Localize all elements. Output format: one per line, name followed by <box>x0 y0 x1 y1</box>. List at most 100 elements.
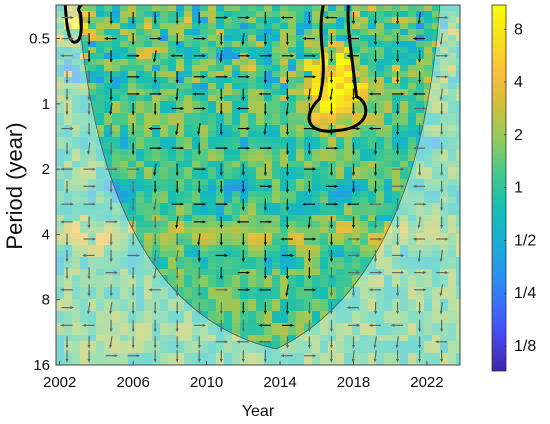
heatmap-cell <box>160 257 169 264</box>
heatmap-cell <box>264 323 273 330</box>
heatmap-cell <box>288 197 297 204</box>
heatmap-cell <box>344 185 353 192</box>
heatmap-cell <box>296 131 305 138</box>
heatmap-cell <box>200 179 209 186</box>
heatmap-cell <box>424 71 433 78</box>
heatmap-cell <box>352 41 361 48</box>
heatmap-cell <box>376 311 385 318</box>
heatmap-cell <box>408 329 417 336</box>
heatmap-cell <box>200 173 209 180</box>
heatmap-cell <box>64 347 73 354</box>
heatmap-cell <box>448 137 457 144</box>
heatmap-cell <box>144 215 153 222</box>
heatmap-cell <box>328 209 337 216</box>
heatmap-cell <box>408 341 417 348</box>
heatmap-cell <box>288 59 297 66</box>
heatmap-cell <box>128 47 137 54</box>
heatmap-cell <box>392 143 401 150</box>
heatmap-cell <box>424 275 433 282</box>
heatmap-cell <box>56 59 65 66</box>
heatmap-cell <box>96 53 105 60</box>
heatmap-cell <box>152 185 161 192</box>
heatmap-cell <box>280 245 289 252</box>
heatmap-cell <box>360 329 369 336</box>
heatmap-cell <box>272 341 281 348</box>
heatmap-cell <box>384 29 393 36</box>
heatmap-cell <box>448 263 457 270</box>
heatmap-cell <box>304 11 313 18</box>
heatmap-cell <box>256 155 265 162</box>
heatmap-cell <box>80 95 89 102</box>
heatmap-cell <box>352 119 361 126</box>
heatmap-cell <box>400 239 409 246</box>
heatmap-cell <box>432 281 441 288</box>
heatmap-cell <box>88 257 97 264</box>
heatmap-cell <box>424 359 433 365</box>
heatmap-cell <box>56 215 65 222</box>
heatmap-cell <box>120 179 129 186</box>
heatmap-cell <box>104 161 113 168</box>
heatmap-cell <box>296 77 305 84</box>
heatmap-cell <box>328 305 337 312</box>
heatmap-cell <box>160 245 169 252</box>
heatmap-cell <box>312 83 321 90</box>
heatmap-cell <box>136 233 145 240</box>
heatmap-cell <box>320 131 329 138</box>
heatmap-cell <box>264 233 273 240</box>
heatmap-cell <box>64 41 73 48</box>
heatmap-cell <box>152 305 161 312</box>
heatmap-cell <box>144 227 153 234</box>
heatmap-cell <box>256 23 265 30</box>
heatmap-cell <box>288 137 297 144</box>
heatmap-cell <box>216 131 225 138</box>
heatmap-cell <box>352 233 361 240</box>
heatmap-cell <box>296 143 305 150</box>
heatmap-cell <box>200 23 209 30</box>
heatmap-cell <box>312 71 321 78</box>
heatmap-cell <box>152 89 161 96</box>
heatmap-cell <box>320 107 329 114</box>
heatmap-cell <box>272 347 281 354</box>
heatmap-cell <box>352 137 361 144</box>
heatmap-cell <box>96 347 105 354</box>
heatmap-cell <box>424 5 433 12</box>
heatmap-cell <box>96 227 105 234</box>
heatmap-cell <box>336 77 345 84</box>
heatmap-cell <box>256 239 265 246</box>
heatmap-cell <box>384 59 393 66</box>
heatmap-cell <box>320 347 329 354</box>
heatmap-cell <box>128 281 137 288</box>
heatmap-cell <box>136 83 145 90</box>
heatmap-cell <box>152 101 161 108</box>
heatmap-cell <box>272 329 281 336</box>
y-tick-label: 1 <box>42 96 50 113</box>
heatmap-cell <box>320 341 329 348</box>
heatmap-cell <box>328 179 337 186</box>
heatmap-cell <box>104 89 113 96</box>
heatmap-cell <box>208 233 217 240</box>
heatmap-cell <box>80 149 89 156</box>
heatmap-cell <box>448 107 457 114</box>
heatmap-cell <box>96 359 105 365</box>
heatmap-cell <box>152 143 161 150</box>
heatmap-cell <box>416 107 425 114</box>
heatmap-cell <box>296 335 305 342</box>
heatmap-cell <box>368 257 377 264</box>
heatmap-cell <box>344 131 353 138</box>
heatmap-cell <box>176 233 185 240</box>
heatmap-cell <box>56 221 65 228</box>
heatmap-cell <box>280 221 289 228</box>
heatmap-cell <box>184 359 193 365</box>
heatmap-cell <box>64 299 73 306</box>
heatmap-cell <box>400 17 409 24</box>
heatmap-cell <box>448 293 457 300</box>
heatmap-cell <box>360 131 369 138</box>
heatmap-cell <box>400 5 409 12</box>
heatmap-cell <box>88 89 97 96</box>
heatmap-cell <box>320 269 329 276</box>
heatmap-cell <box>224 245 233 252</box>
heatmap-cell <box>440 77 449 84</box>
heatmap-cell <box>264 83 273 90</box>
heatmap-cell <box>192 47 201 54</box>
heatmap-cell <box>128 323 137 330</box>
